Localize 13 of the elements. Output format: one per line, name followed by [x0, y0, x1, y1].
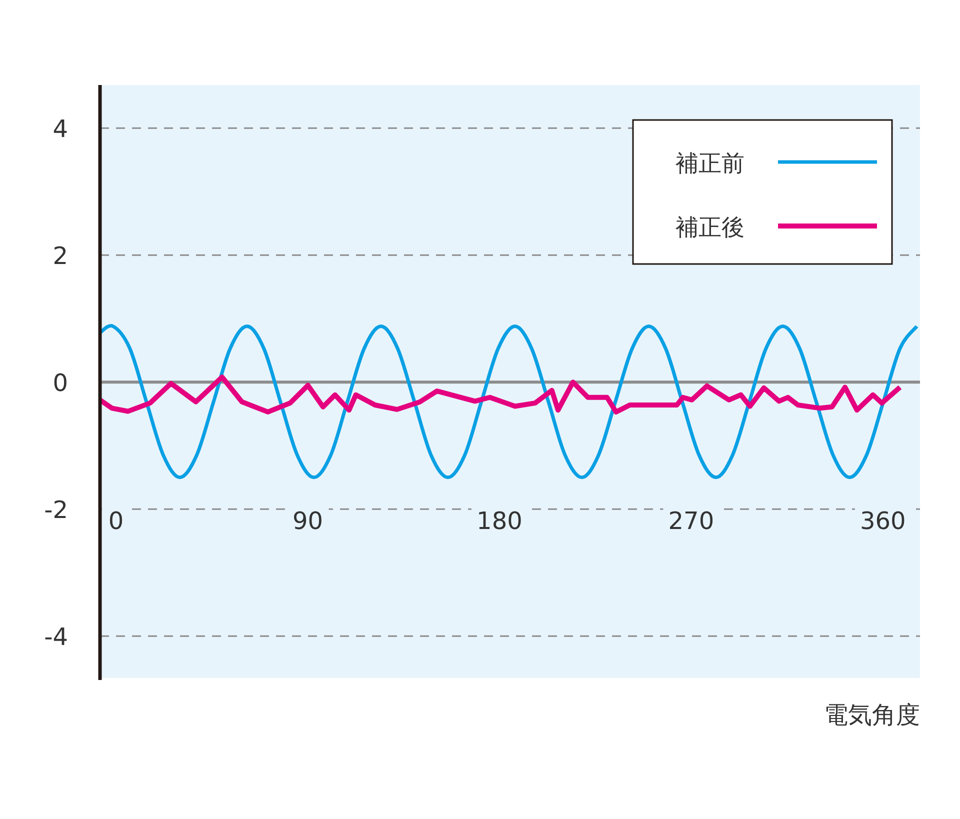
y-tick-label: 0 [52, 369, 68, 398]
y-tick-label: 4 [52, 115, 68, 144]
x-tick-label: 270 [668, 507, 714, 536]
x-tick-label: 90 [292, 507, 323, 536]
x-tick-label: 360 [860, 507, 906, 536]
legend-label: 補正後 [676, 215, 744, 241]
x-axis-title: 電気角度 [824, 701, 920, 729]
x-tick-label: 180 [476, 507, 522, 536]
legend-label: 補正前 [676, 151, 744, 177]
x-tick-label: 0 [108, 507, 124, 536]
y-tick-label: 2 [52, 242, 68, 270]
y-tick-label: -2 [44, 496, 68, 524]
y-tick-label: -4 [44, 623, 68, 652]
